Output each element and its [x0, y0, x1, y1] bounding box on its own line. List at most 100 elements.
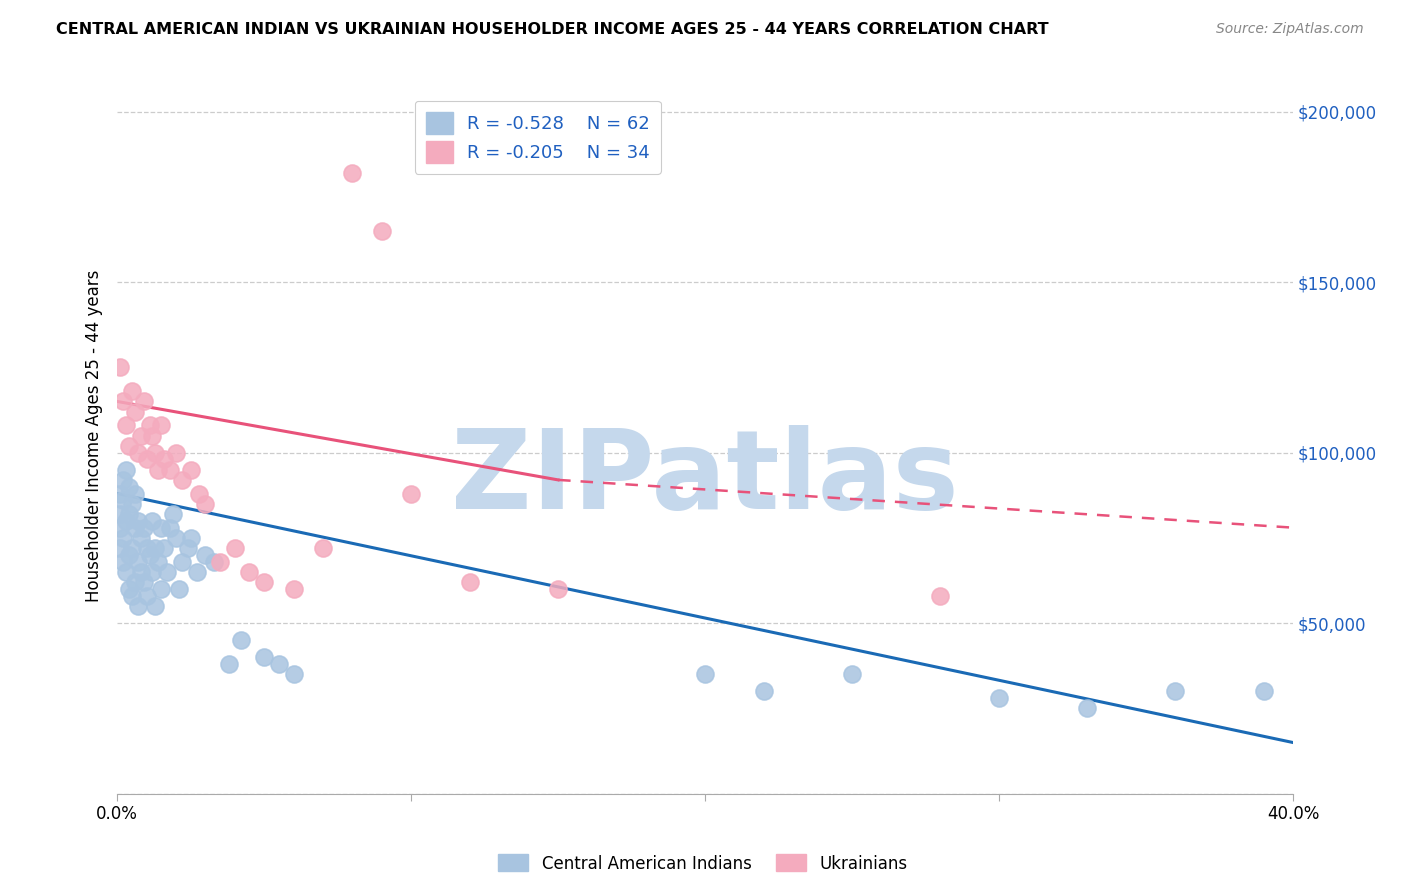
Point: [929, 589, 952, 603]
Point: [121, 589, 143, 603]
Point: [153, 541, 176, 555]
Point: [312, 541, 335, 555]
Point: [132, 521, 155, 535]
Point: [118, 507, 141, 521]
Point: [121, 541, 143, 555]
Point: [145, 541, 167, 555]
Point: [135, 452, 157, 467]
Point: [108, 486, 131, 500]
Point: [267, 657, 290, 671]
Point: [253, 575, 276, 590]
Point: [112, 493, 135, 508]
Point: [170, 473, 193, 487]
Point: [118, 480, 141, 494]
Point: [1164, 684, 1187, 698]
Point: [180, 463, 202, 477]
Point: [186, 565, 208, 579]
Point: [129, 531, 152, 545]
Point: [127, 514, 149, 528]
Point: [145, 599, 167, 613]
Point: [162, 507, 184, 521]
Point: [458, 575, 481, 590]
Point: [283, 667, 305, 681]
Text: CENTRAL AMERICAN INDIAN VS UKRAINIAN HOUSEHOLDER INCOME AGES 25 - 44 YEARS CORRE: CENTRAL AMERICAN INDIAN VS UKRAINIAN HOU…: [56, 22, 1049, 37]
Point: [218, 657, 240, 671]
Point: [165, 531, 187, 545]
Legend: Central American Indians, Ukrainians: Central American Indians, Ukrainians: [492, 847, 914, 880]
Text: ZIPatlas: ZIPatlas: [451, 425, 959, 532]
Point: [159, 521, 181, 535]
Point: [129, 428, 152, 442]
Point: [238, 565, 260, 579]
Point: [124, 521, 146, 535]
Point: [202, 555, 225, 569]
Point: [165, 445, 187, 459]
Point: [150, 521, 173, 535]
Legend: R = -0.528    N = 62, R = -0.205    N = 34: R = -0.528 N = 62, R = -0.205 N = 34: [415, 101, 661, 174]
Point: [153, 452, 176, 467]
Point: [148, 555, 170, 569]
Point: [108, 521, 131, 535]
Point: [229, 633, 252, 648]
Y-axis label: Householder Income Ages 25 - 44 years: Householder Income Ages 25 - 44 years: [86, 269, 103, 602]
Point: [115, 418, 138, 433]
Point: [115, 565, 138, 579]
Point: [1076, 701, 1098, 715]
Point: [224, 541, 246, 555]
Point: [118, 582, 141, 596]
Point: [188, 486, 211, 500]
Point: [399, 486, 422, 500]
Point: [135, 589, 157, 603]
Point: [127, 445, 149, 459]
Point: [841, 667, 863, 681]
Point: [112, 394, 135, 409]
Point: [108, 541, 131, 555]
Point: [115, 463, 138, 477]
Point: [124, 486, 146, 500]
Point: [150, 418, 173, 433]
Point: [177, 541, 200, 555]
Point: [170, 555, 193, 569]
Point: [547, 582, 569, 596]
Point: [127, 599, 149, 613]
Point: [253, 650, 276, 665]
Point: [127, 555, 149, 569]
Point: [112, 531, 135, 545]
Point: [141, 565, 163, 579]
Point: [167, 582, 190, 596]
Point: [209, 555, 232, 569]
Point: [194, 497, 217, 511]
Point: [156, 565, 179, 579]
Point: [283, 582, 305, 596]
Point: [371, 224, 394, 238]
Point: [180, 531, 202, 545]
Point: [132, 575, 155, 590]
Point: [124, 575, 146, 590]
Point: [112, 555, 135, 569]
Point: [148, 463, 170, 477]
Point: [118, 439, 141, 453]
Point: [121, 384, 143, 399]
Point: [342, 166, 364, 180]
Point: [118, 548, 141, 562]
Point: [108, 360, 131, 375]
Point: [129, 565, 152, 579]
Point: [135, 541, 157, 555]
Point: [693, 667, 716, 681]
Text: Source: ZipAtlas.com: Source: ZipAtlas.com: [1216, 22, 1364, 37]
Point: [124, 405, 146, 419]
Point: [112, 473, 135, 487]
Point: [988, 691, 1011, 706]
Point: [1253, 684, 1275, 698]
Point: [108, 507, 131, 521]
Point: [752, 684, 775, 698]
Point: [141, 428, 163, 442]
Point: [115, 514, 138, 528]
Point: [141, 514, 163, 528]
Point: [121, 497, 143, 511]
Point: [145, 445, 167, 459]
Point: [138, 548, 160, 562]
Point: [159, 463, 181, 477]
Point: [194, 548, 217, 562]
Point: [132, 394, 155, 409]
